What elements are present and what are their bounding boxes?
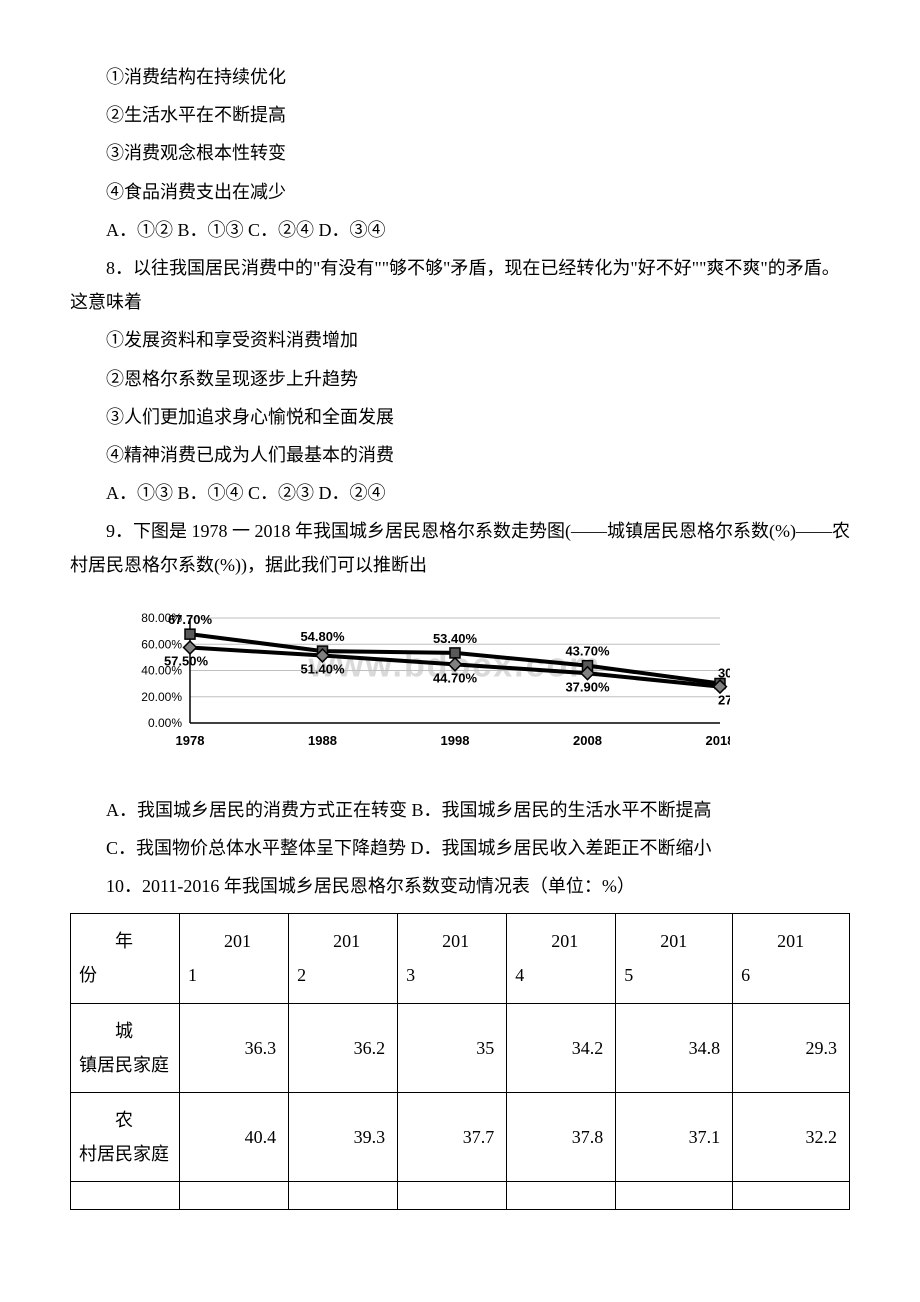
q9-stem: 9．下图是 1978 一 2018 年我国城乡居民恩格尔系数走势图(——城镇居民… <box>70 514 850 582</box>
engel-table-wrap: 年份201120122013201420152016城镇居民家庭36.336.2… <box>70 913 850 1210</box>
q7-opt4: ④食品消费支出在减少 <box>70 175 850 209</box>
q8-opt3: ③人们更加追求身心愉悦和全面发展 <box>70 400 850 434</box>
q10-stem: 10．2011-2016 年我国城乡居民恩格尔系数变动情况表（单位：%） <box>70 869 850 903</box>
svg-text:20.00%: 20.00% <box>141 689 182 703</box>
svg-text:53.40%: 53.40% <box>433 631 478 646</box>
table-cell: 35 <box>398 1003 507 1092</box>
svg-text:2008: 2008 <box>573 733 602 748</box>
table-header-cell: 2014 <box>507 914 616 1003</box>
table-header-cell: 2013 <box>398 914 507 1003</box>
svg-text:54.80%: 54.80% <box>300 629 345 644</box>
q8-opt4: ④精神消费已成为人们最基本的消费 <box>70 438 850 472</box>
table-header-cell: 2015 <box>616 914 733 1003</box>
table-cell: 34.8 <box>616 1003 733 1092</box>
table-cell <box>733 1182 850 1210</box>
table-cell <box>398 1182 507 1210</box>
row-label: 农村居民家庭 <box>71 1092 180 1181</box>
svg-text:2018: 2018 <box>706 733 730 748</box>
svg-text:30.10%: 30.10% <box>718 665 730 680</box>
table-cell: 36.2 <box>289 1003 398 1092</box>
table-row: 城镇居民家庭36.336.23534.234.829.3 <box>71 1003 850 1092</box>
table-header-cell: 2016 <box>733 914 850 1003</box>
q7-opt3: ③消费观念根本性转变 <box>70 136 850 170</box>
svg-text:60.00%: 60.00% <box>141 637 182 651</box>
q9-optCD: C．我国物价总体水平整体呈下降趋势 D．我国城乡居民收入差距正不断缩小 <box>70 831 850 865</box>
engel-chart-svg: www.bdocx.com0.00%20.00%40.00%60.00%80.0… <box>110 603 730 763</box>
table-header-cell: 2012 <box>289 914 398 1003</box>
q7-choices: A．①② B．①③ C．②④ D．③④ <box>70 213 850 247</box>
q8-choices: A．①③ B．①④ C．②③ D．②④ <box>70 476 850 510</box>
q7-opt1: ①消费结构在持续优化 <box>70 60 850 94</box>
table-row: 农村居民家庭40.439.337.737.837.132.2 <box>71 1092 850 1181</box>
table-cell: 34.2 <box>507 1003 616 1092</box>
table-cell <box>289 1182 398 1210</box>
svg-text:27.70%: 27.70% <box>718 692 730 707</box>
table-cell: 37.1 <box>616 1092 733 1181</box>
svg-text:1998: 1998 <box>441 733 470 748</box>
table-header-cell: 年份 <box>71 914 180 1003</box>
table-cell: 29.3 <box>733 1003 850 1092</box>
table-cell <box>71 1182 180 1210</box>
table-cell: 40.4 <box>180 1092 289 1181</box>
svg-text:57.50%: 57.50% <box>164 653 209 668</box>
svg-text:1978: 1978 <box>176 733 205 748</box>
table-header-cell: 2011 <box>180 914 289 1003</box>
q7-opt2: ②生活水平在不断提高 <box>70 98 850 132</box>
table-cell: 37.8 <box>507 1092 616 1181</box>
q8-opt1: ①发展资料和享受资料消费增加 <box>70 323 850 357</box>
svg-text:44.70%: 44.70% <box>433 670 478 685</box>
table-row <box>71 1182 850 1210</box>
engel-table: 年份201120122013201420152016城镇居民家庭36.336.2… <box>70 913 850 1210</box>
table-cell: 39.3 <box>289 1092 398 1181</box>
svg-text:37.90%: 37.90% <box>565 679 610 694</box>
table-cell: 36.3 <box>180 1003 289 1092</box>
table-cell <box>180 1182 289 1210</box>
svg-text:1988: 1988 <box>308 733 337 748</box>
svg-text:43.70%: 43.70% <box>565 643 610 658</box>
q8-stem: 8．以往我国居民消费中的"有没有""够不够"矛盾，现在已经转化为"好不好""爽不… <box>70 251 850 319</box>
svg-text:0.00%: 0.00% <box>148 716 182 730</box>
table-cell <box>616 1182 733 1210</box>
table-row: 年份201120122013201420152016 <box>71 914 850 1003</box>
engel-chart: www.bdocx.com0.00%20.00%40.00%60.00%80.0… <box>110 603 730 763</box>
q8-opt2: ②恩格尔系数呈现逐步上升趋势 <box>70 362 850 396</box>
table-cell: 32.2 <box>733 1092 850 1181</box>
row-label: 城镇居民家庭 <box>71 1003 180 1092</box>
svg-text:51.40%: 51.40% <box>300 661 345 676</box>
table-cell <box>507 1182 616 1210</box>
q9-optAB: A．我国城乡居民的消费方式正在转变 B．我国城乡居民的生活水平不断提高 <box>70 793 850 827</box>
svg-text:67.70%: 67.70% <box>168 612 213 627</box>
table-cell: 37.7 <box>398 1092 507 1181</box>
